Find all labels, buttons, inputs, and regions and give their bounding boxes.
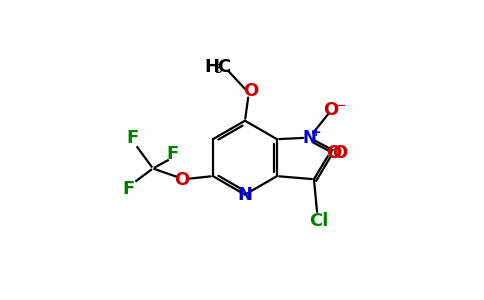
Text: Cl: Cl — [309, 212, 328, 230]
Text: F: F — [167, 145, 179, 163]
Text: F: F — [122, 180, 135, 198]
Text: +: + — [311, 126, 321, 139]
Text: −: − — [334, 98, 347, 113]
Text: O: O — [332, 144, 347, 162]
Text: N: N — [238, 186, 253, 204]
Text: O: O — [326, 144, 342, 162]
Text: C: C — [217, 58, 231, 76]
Text: O: O — [323, 101, 338, 119]
Text: 3: 3 — [214, 63, 222, 76]
Text: N: N — [302, 129, 316, 147]
Text: F: F — [127, 129, 139, 147]
Text: O: O — [243, 82, 259, 100]
Text: O: O — [174, 171, 189, 189]
Text: H: H — [204, 58, 219, 76]
